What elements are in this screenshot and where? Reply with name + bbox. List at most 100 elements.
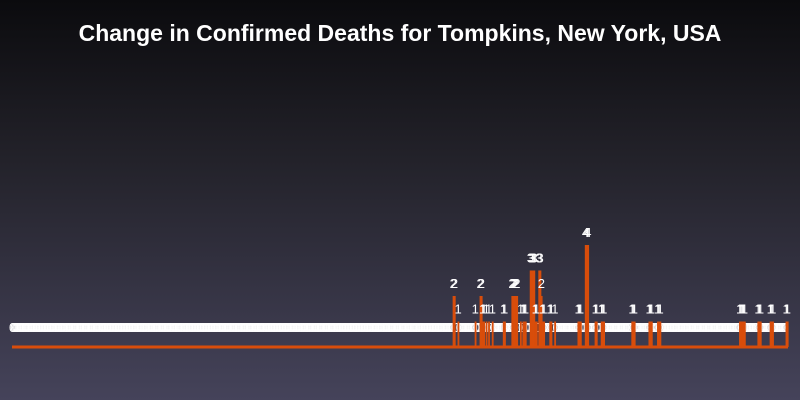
zero-value-label: 0 [337, 320, 344, 335]
zero-value-label: 0 [488, 320, 495, 335]
zero-value-label: 0 [29, 320, 36, 335]
zero-value-label: 0 [387, 320, 394, 335]
zero-value-label: 0 [348, 320, 355, 335]
zero-value-label: 0 [231, 320, 238, 335]
bar-value-label: 2 [451, 276, 458, 291]
zero-value-label: 0 [135, 320, 142, 335]
bar-value-label: 1 [519, 302, 526, 317]
zero-value-label: 0 [298, 320, 305, 335]
zero-value-label: 0 [67, 320, 74, 335]
zero-value-label: 0 [524, 320, 531, 335]
zero-value-label: 0 [267, 320, 274, 335]
zero-value-label: 0 [293, 320, 300, 335]
zero-value-label: 0 [256, 320, 263, 335]
zero-value-label: 0 [248, 320, 255, 335]
zero-value-label: 0 [217, 320, 224, 335]
zero-value-label: 0 [283, 320, 290, 335]
zero-value-label: 0 [458, 320, 465, 335]
zero-value-label: 0 [360, 320, 367, 335]
zero-value-label: 0 [661, 320, 668, 335]
zero-value-label: 0 [614, 320, 621, 335]
zero-value-label: 0 [404, 320, 411, 335]
zero-value-label: 0 [735, 320, 742, 335]
bar-value-label: 2 [508, 276, 515, 291]
zero-value-label: 0 [272, 320, 279, 335]
zero-value-label: 0 [321, 320, 328, 335]
zero-value-label: 0 [764, 320, 771, 335]
zero-value-label: 0 [622, 320, 629, 335]
zero-value-label: 0 [286, 320, 293, 335]
zero-value-label: 0 [440, 320, 447, 335]
zero-value-label: 0 [505, 320, 512, 335]
bar [485, 321, 488, 347]
bar [549, 321, 552, 347]
zero-value-label: 0 [408, 320, 415, 335]
bar [595, 321, 598, 347]
zero-value-label: 0 [549, 320, 556, 335]
zero-value-label: 0 [309, 320, 316, 335]
zero-value-label: 0 [606, 320, 613, 335]
zero-value-label: 0 [311, 320, 318, 335]
bar [785, 321, 788, 347]
zero-value-label: 0 [721, 320, 728, 335]
zero-value-label: 0 [664, 320, 671, 335]
zero-value-label: 0 [776, 320, 783, 335]
zero-value-label: 0 [82, 320, 89, 335]
bar [648, 321, 651, 347]
bar-value-label: 1 [768, 302, 775, 317]
zero-value-label: 0 [73, 320, 80, 335]
zero-value-label: 0 [189, 320, 196, 335]
zero-value-label: 0 [243, 320, 250, 335]
zero-value-label: 0 [679, 320, 686, 335]
zero-value-label: 0 [36, 320, 43, 335]
zero-value-label: 0 [610, 320, 617, 335]
bar-value-label: 1 [630, 302, 637, 317]
zero-value-label: 0 [579, 320, 586, 335]
zero-value-label: 0 [26, 320, 33, 335]
bar-value-label: 1 [577, 302, 584, 317]
zero-value-label: 0 [727, 320, 734, 335]
bar-value-label: 4 [583, 225, 590, 240]
zero-value-label: 0 [331, 320, 338, 335]
bar [633, 321, 636, 347]
zero-value-label: 0 [506, 320, 513, 335]
zero-value-label: 0 [118, 320, 125, 335]
zero-value-label: 0 [436, 320, 443, 335]
zero-value-label: 0 [261, 320, 268, 335]
zero-value-label: 0 [232, 320, 239, 335]
bars-layer [452, 245, 789, 347]
zero-value-label: 0 [249, 320, 256, 335]
bar [524, 321, 527, 347]
zero-value-label: 0 [328, 320, 335, 335]
zero-value-label: 0 [91, 320, 98, 335]
bar [577, 321, 580, 347]
zero-value-label: 0 [392, 320, 399, 335]
zero-value-label: 0 [259, 320, 266, 335]
zero-value-label: 0 [69, 320, 76, 335]
zero-value-label: 0 [691, 320, 698, 335]
zero-value-label: 0 [502, 320, 509, 335]
zero-value-label: 0 [636, 320, 643, 335]
zero-value-label: 0 [742, 320, 749, 335]
zero-value-label: 0 [746, 320, 753, 335]
zero-value-label: 0 [100, 320, 107, 335]
zero-value-label: 0 [541, 320, 548, 335]
zero-value-label: 0 [129, 320, 136, 335]
zero-value-label: 0 [163, 320, 170, 335]
zero-value-label: 0 [75, 320, 82, 335]
zero-value-label: 0 [407, 320, 414, 335]
zero-value-label: 0 [74, 320, 81, 335]
bar-value-label: 4 [584, 225, 591, 240]
zero-value-label: 0 [444, 320, 451, 335]
zero-value-label: 0 [469, 320, 476, 335]
zero-value-label: 0 [65, 320, 72, 335]
zero-value-label: 0 [670, 320, 677, 335]
zero-value-label: 0 [368, 320, 375, 335]
bar [601, 321, 604, 347]
zero-value-label: 0 [457, 320, 464, 335]
zero-value-label: 0 [639, 320, 646, 335]
bar-value-label: 1 [593, 302, 600, 317]
zero-value-label: 0 [710, 320, 717, 335]
zero-value-label: 0 [715, 320, 722, 335]
zero-value-label: 0 [205, 320, 212, 335]
